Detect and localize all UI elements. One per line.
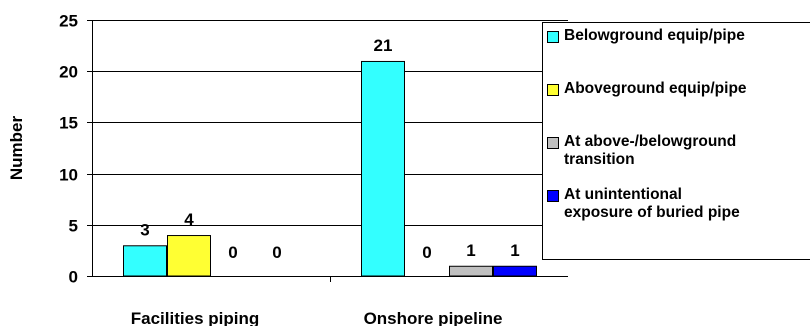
bar-value-label: 21 xyxy=(374,36,393,55)
x-category-label: Onshore pipeline xyxy=(364,309,503,326)
bar xyxy=(361,60,405,277)
bar xyxy=(493,265,537,277)
legend-item-exposure: At unintentional exposure of buried pipe xyxy=(547,186,740,222)
bar-value-label: 0 xyxy=(272,243,281,262)
y-tick-label: 10 xyxy=(59,166,78,185)
legend-item-aboveground: Aboveground equip/pipe xyxy=(547,80,747,98)
y-axis-title: Number xyxy=(7,116,26,181)
x-category-label: Facilities piping xyxy=(131,309,259,326)
legend-swatch-exposure xyxy=(547,190,559,202)
y-tick-label: 15 xyxy=(59,114,78,133)
legend-swatch-belowground xyxy=(547,31,559,43)
legend-label-exposure: At unintentional exposure of buried pipe xyxy=(564,186,740,221)
legend: Belowground equip/pipe Aboveground equip… xyxy=(542,22,810,260)
bar-value-label: 3 xyxy=(140,220,149,239)
legend-item-transition: At above-/belowground transition xyxy=(547,133,736,169)
y-tick-label: 0 xyxy=(69,268,78,287)
bar xyxy=(123,245,167,277)
legend-label-belowground: Belowground equip/pipe xyxy=(564,27,745,44)
bar-value-label: 0 xyxy=(422,243,431,262)
legend-label-aboveground: Aboveground equip/pipe xyxy=(564,80,747,97)
y-tick-label: 5 xyxy=(69,217,78,236)
legend-label-transition: At above-/belowground transition xyxy=(564,133,737,168)
bar-value-label: 0 xyxy=(228,243,237,262)
legend-swatch-aboveground xyxy=(547,84,559,96)
bar-value-label: 4 xyxy=(184,210,194,229)
y-tick-label: 20 xyxy=(59,63,78,82)
bar-value-label: 1 xyxy=(466,241,475,260)
bar xyxy=(167,235,211,277)
bar xyxy=(449,265,493,277)
y-tick-label: 25 xyxy=(59,12,78,31)
legend-item-belowground: Belowground equip/pipe xyxy=(547,27,745,45)
legend-swatch-transition xyxy=(547,137,559,149)
bar-value-label: 1 xyxy=(510,241,519,260)
